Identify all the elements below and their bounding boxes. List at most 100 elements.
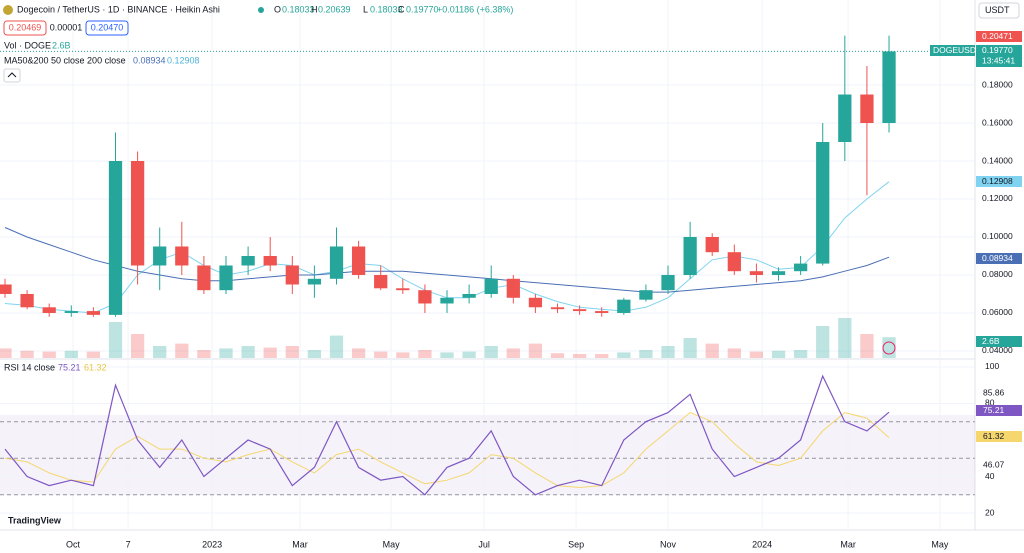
x-tick-label: Sep	[568, 539, 584, 549]
candle-body	[683, 236, 697, 275]
candle-body	[108, 161, 123, 315]
buy-button[interactable]	[85, 20, 129, 36]
rsi-band	[0, 415, 975, 495]
rsi-ma-box	[976, 431, 1022, 442]
coin-icon	[3, 5, 13, 15]
o-value: 0.18033	[282, 4, 315, 14]
volume-bar	[86, 351, 101, 358]
candle-body	[351, 246, 366, 275]
rsi-high-label: 85.86	[983, 387, 1005, 397]
ask-label: 0.20471	[982, 31, 1013, 41]
last-box	[976, 45, 1022, 67]
volume-bar	[197, 350, 211, 358]
l-label: L	[363, 4, 368, 14]
candle-body	[816, 142, 830, 264]
candle-body	[153, 246, 167, 266]
volume-bar	[130, 334, 145, 358]
rsi-tick-label: 100	[985, 361, 999, 371]
h-value: 0.20639	[318, 4, 351, 14]
ask-box	[976, 31, 1022, 42]
candle-body	[705, 236, 719, 253]
y-tick-label: 0.12000	[982, 193, 1013, 203]
sell-price: 0.20469	[9, 22, 42, 32]
candle-body	[595, 311, 609, 313]
last-label: 0.19770	[982, 45, 1013, 55]
candle-body	[219, 265, 233, 291]
candle-body	[64, 311, 78, 313]
y-tick-label: 0.04000	[982, 345, 1013, 355]
candle-body	[484, 278, 498, 294]
candle-body	[197, 265, 211, 291]
volume-bar	[484, 346, 498, 358]
candle-body	[572, 309, 587, 312]
volume-label: 2.6B	[982, 336, 1000, 346]
y-tick-label: 0.16000	[982, 117, 1013, 127]
candle-body	[550, 307, 565, 310]
sell-button[interactable]	[3, 20, 47, 36]
candle-body	[285, 265, 299, 285]
spread: 0.00001	[50, 22, 83, 32]
candle-body	[418, 290, 432, 304]
rsi-line	[4, 374, 890, 496]
candle-body	[639, 290, 653, 300]
brand: TradingView	[8, 515, 62, 525]
volume-bar	[572, 354, 587, 358]
symbol-box	[930, 45, 975, 56]
h-label: H	[311, 4, 318, 14]
candle-body	[329, 246, 344, 279]
volume-bar	[705, 343, 719, 358]
rsi-ma-axis-label: 61.32	[983, 431, 1005, 441]
y-tick-label: 0.14000	[982, 155, 1013, 165]
x-tick-label: 2024	[752, 539, 772, 549]
x-tick-label: May	[383, 539, 401, 549]
y-tick-label: 0.06000	[982, 307, 1013, 317]
c-value: 0.19770	[406, 4, 439, 14]
volume-bar	[329, 335, 344, 358]
volume-bar	[838, 318, 852, 358]
x-tick-label: 2023	[202, 539, 222, 549]
rsi-ma-legend-value: 61.32	[84, 362, 107, 372]
change: +0.01186 (+6.38%)	[437, 4, 513, 14]
rsi-tick-label: 20	[985, 507, 995, 517]
volume-bar	[639, 350, 653, 358]
collapse-button[interactable]	[3, 68, 21, 83]
volume-bar	[307, 350, 322, 358]
volume-bar	[418, 350, 432, 358]
alert-icon[interactable]	[882, 341, 896, 355]
volume-bar	[793, 350, 808, 358]
candle-body	[727, 252, 741, 272]
ma-line	[4, 227, 890, 293]
volume-bar	[263, 347, 277, 358]
y-tick-label: 0.08000	[982, 269, 1013, 279]
volume-bar	[42, 351, 56, 358]
rsi-axis-label: 75.21	[983, 405, 1005, 415]
rsi-tick-label: 80	[985, 398, 995, 408]
volume-bar	[683, 338, 697, 358]
volume-bar	[219, 348, 233, 358]
candle-body	[86, 311, 101, 315]
candle-body	[860, 94, 874, 124]
candle-body	[241, 255, 255, 266]
candle-body	[462, 293, 476, 298]
candle-body	[882, 51, 896, 124]
rsi-box	[976, 405, 1022, 416]
candle-body	[749, 271, 764, 275]
x-tick-label: May	[931, 539, 949, 549]
x-tick-label: 7	[126, 539, 131, 549]
candle-body	[175, 246, 189, 266]
currency-selector[interactable]	[978, 2, 1020, 19]
o-label: O	[274, 4, 281, 14]
volume-bar	[506, 348, 520, 358]
volume-bar	[20, 350, 34, 358]
buy-price: 0.20470	[91, 22, 124, 32]
candle-body	[263, 255, 277, 266]
market-status	[258, 7, 264, 13]
y-tick-label: 0.18000	[982, 79, 1013, 89]
candle-body	[130, 161, 145, 266]
volume-bar	[396, 352, 410, 358]
volume-bar	[882, 337, 896, 358]
ma200-legend-value: 0.08934	[133, 55, 166, 65]
candle-body	[396, 288, 410, 291]
volume-bar	[285, 346, 299, 358]
